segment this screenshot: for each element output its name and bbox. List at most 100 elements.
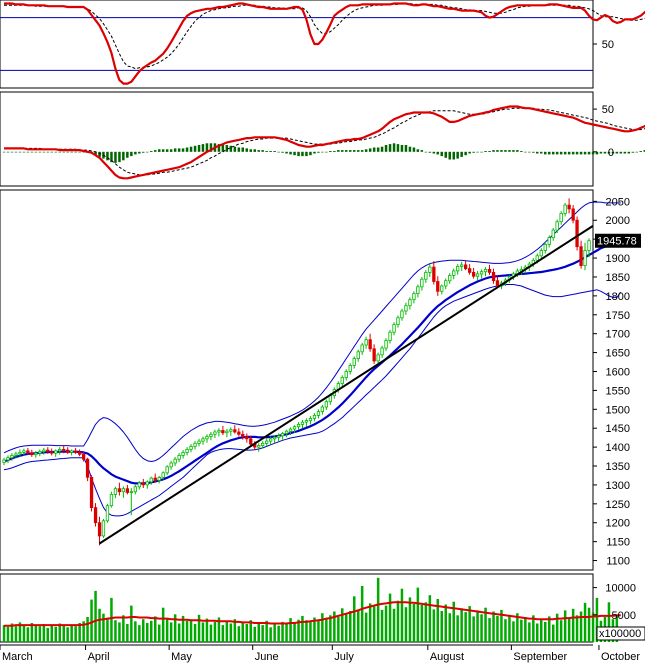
candle-body <box>2 459 6 463</box>
macd-histogram-bar <box>552 151 555 155</box>
candle-body <box>161 472 165 478</box>
macd-histogram-bar <box>635 151 638 153</box>
macd-histogram-bar <box>78 151 81 153</box>
volume-bar <box>532 615 535 642</box>
macd-histogram-bar <box>281 151 284 153</box>
volume-bar <box>14 626 18 642</box>
candle-body <box>129 491 134 494</box>
candle-body <box>567 204 571 210</box>
volume-bar <box>126 624 129 642</box>
y-tick-label-price-13: 1400 <box>606 442 630 454</box>
macd-histogram-bar <box>623 151 627 154</box>
macd-histogram-bar <box>372 147 376 152</box>
candle-body <box>368 339 372 350</box>
candle-body <box>543 243 547 251</box>
macd-histogram-bar <box>142 151 145 153</box>
volume-bar <box>177 623 181 642</box>
volume-moving-average <box>4 601 621 627</box>
candle-body <box>408 299 412 307</box>
candle-body <box>276 435 281 438</box>
candle-body <box>14 453 18 456</box>
candle-body <box>272 436 277 440</box>
macd-histogram-bar <box>432 151 436 154</box>
volume-unit-label: x100000 <box>599 628 641 640</box>
macd-histogram-bar <box>265 151 268 152</box>
candle-body <box>42 449 46 453</box>
macd-histogram-bar <box>492 150 495 152</box>
volume-bar <box>161 607 165 642</box>
macd-histogram-bar <box>110 151 113 163</box>
candle-body <box>356 351 360 359</box>
candle-body <box>117 488 122 493</box>
volume-bar <box>464 612 467 642</box>
macd-histogram-bar <box>424 151 428 153</box>
macd-histogram-bar <box>245 148 248 152</box>
volume-bar <box>265 620 268 642</box>
candle-body <box>26 450 30 454</box>
volume-bar <box>329 615 332 642</box>
volume-bar <box>436 599 439 642</box>
candle-body <box>312 414 317 419</box>
macd-histogram-bar <box>639 151 642 152</box>
macd-histogram-bar <box>26 151 30 153</box>
volume-bar <box>452 601 455 642</box>
volume-bar <box>225 621 229 642</box>
candle-body <box>74 450 78 453</box>
macd-histogram-bar <box>165 149 169 152</box>
volume-bar <box>360 586 364 642</box>
volume-bar <box>384 605 388 642</box>
macd-histogram-bar <box>185 147 189 152</box>
volume-bar <box>30 623 34 642</box>
volume-bar <box>575 615 579 642</box>
y-tick-label-price-8: 1650 <box>606 348 630 360</box>
volume-bar <box>548 616 551 642</box>
candle-body <box>237 431 241 435</box>
candle-body <box>264 440 269 444</box>
bollinger-upper-band <box>3 201 621 462</box>
volume-bar <box>400 588 404 642</box>
candle-body <box>38 451 42 454</box>
volume-bar <box>169 622 173 642</box>
volume-bar <box>372 606 376 642</box>
candle-body <box>396 317 400 325</box>
candle-body <box>193 442 197 447</box>
candle-body <box>50 451 54 454</box>
candle-body <box>467 268 472 273</box>
candle-body <box>82 453 86 460</box>
candle-body <box>440 285 444 292</box>
volume-bar <box>587 607 591 642</box>
candle-body <box>141 482 145 486</box>
macd-histogram-bar <box>456 151 459 159</box>
macd-histogram-bar <box>154 150 157 152</box>
candle-body <box>436 281 440 292</box>
volume-bar <box>6 626 10 642</box>
volume-bar <box>277 625 280 642</box>
candle-body <box>46 449 50 453</box>
volume-bar <box>567 617 571 642</box>
candle-body <box>249 438 253 445</box>
macd-histogram-bar <box>309 151 312 156</box>
volume-bar <box>516 613 519 642</box>
macd-histogram-bar <box>150 151 153 152</box>
volume-bar <box>496 615 499 642</box>
volume-bar <box>62 625 65 642</box>
candle-body <box>177 454 181 460</box>
volume-bar <box>591 612 595 642</box>
macd-histogram-bar <box>563 151 567 155</box>
candle-body <box>205 436 209 440</box>
trendline <box>98 225 594 545</box>
candle-body <box>113 488 118 495</box>
volume-bar <box>193 624 197 642</box>
volume-bar <box>102 613 105 642</box>
volume-bar <box>150 620 153 642</box>
macd-histogram-bar <box>189 146 193 152</box>
candle-body <box>169 462 173 468</box>
macd-histogram-bar <box>293 151 296 156</box>
macd-histogram-bar <box>146 151 149 153</box>
macd-histogram-bar <box>500 150 503 152</box>
macd-histogram-bar <box>400 145 404 152</box>
volume-bar <box>205 618 209 642</box>
volume-bar <box>317 620 320 642</box>
volume-bar <box>173 614 177 642</box>
candle-body <box>340 377 344 384</box>
